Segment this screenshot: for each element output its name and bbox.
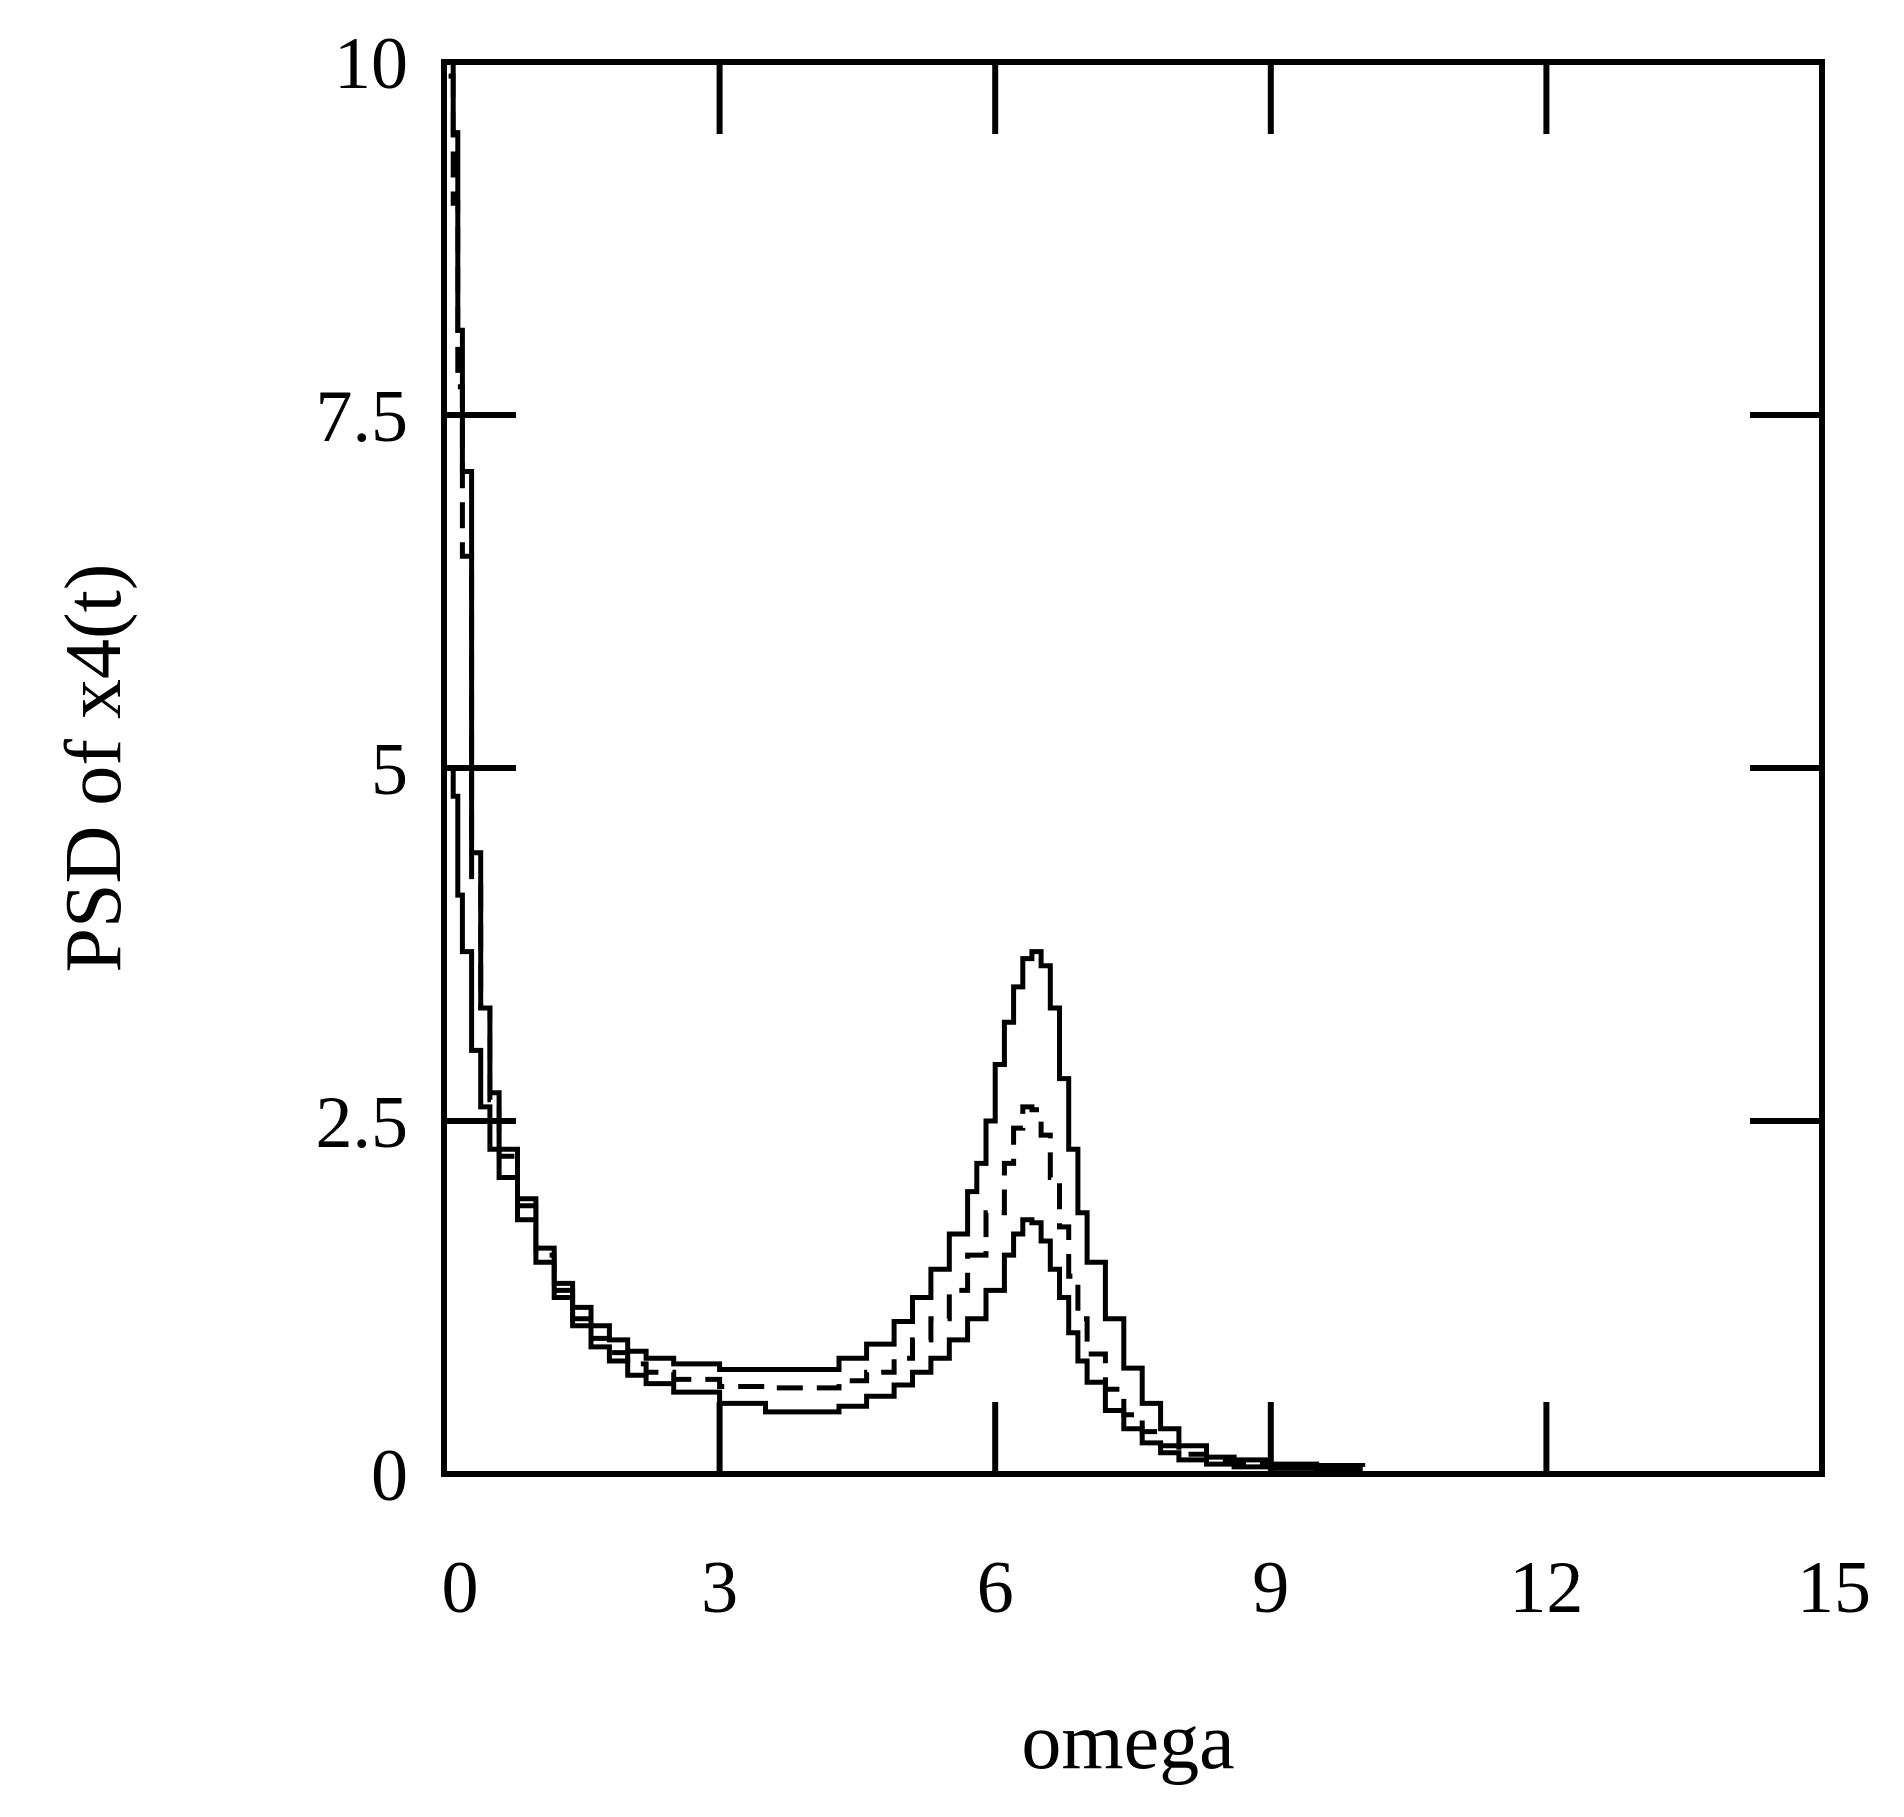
y-tick-label: 2.5 bbox=[316, 1082, 409, 1164]
series-line-1 bbox=[448, 62, 1366, 1468]
y-axis-title: PSD of x4(t) bbox=[50, 564, 138, 973]
series-line-2 bbox=[448, 73, 1366, 1470]
plot-frame bbox=[441, 59, 1825, 1477]
x-tick-label: 15 bbox=[1797, 1547, 1871, 1629]
y-tick-label: 7.5 bbox=[316, 376, 409, 458]
y-axis-ticks: 0 2.5 5 7.5 10 bbox=[316, 23, 1822, 1517]
x-tick-label: 0 bbox=[442, 1547, 479, 1629]
x-tick-label: 12 bbox=[1509, 1547, 1583, 1629]
x-tick-label: 6 bbox=[977, 1547, 1014, 1629]
plot-frame-group bbox=[441, 59, 1825, 1477]
y-tick-label: 0 bbox=[371, 1435, 408, 1517]
series-line-3 bbox=[448, 765, 1363, 1473]
x-tick-label: 9 bbox=[1252, 1547, 1289, 1629]
series-group bbox=[448, 62, 1366, 1473]
x-axis-title: omega bbox=[1021, 1698, 1234, 1786]
x-tick-label: 3 bbox=[701, 1547, 738, 1629]
x-axis-ticks: 0 3 6 9 12 15 bbox=[442, 62, 1871, 1629]
y-tick-label: 5 bbox=[371, 729, 408, 811]
y-tick-label: 10 bbox=[334, 23, 408, 105]
